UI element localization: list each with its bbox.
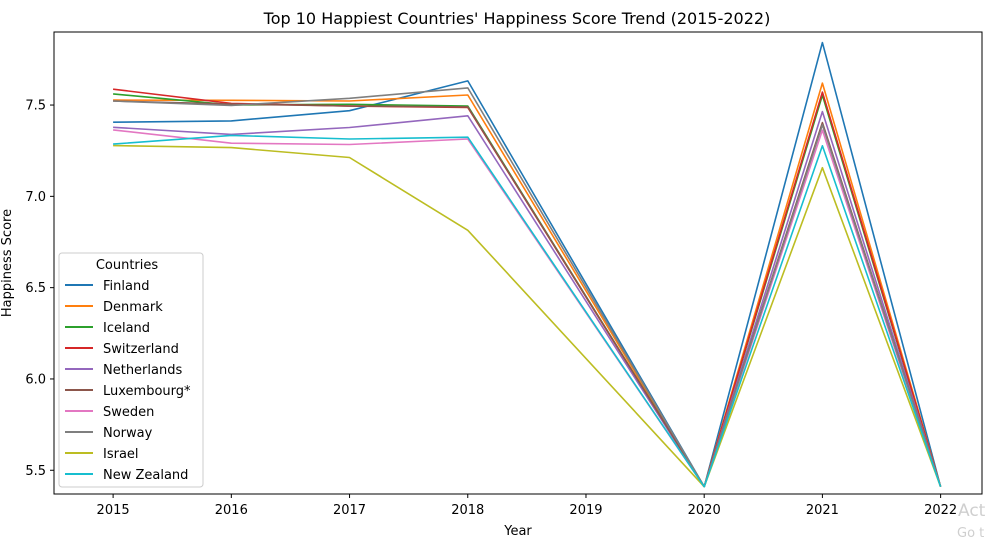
series-line-1 xyxy=(113,82,942,488)
x-tick-label: 2016 xyxy=(215,503,248,518)
x-tick-label: 2015 xyxy=(97,503,130,518)
y-axis: 5.5 6.0 6.5 7.0 7.5 xyxy=(25,99,54,479)
watermark-line-2: Go t xyxy=(957,526,985,541)
plot-area xyxy=(113,41,942,488)
series-line-7 xyxy=(113,87,942,488)
series-line-0 xyxy=(113,41,942,488)
x-axis-label: Year xyxy=(503,524,532,539)
legend-entry: Iceland xyxy=(103,321,150,336)
y-tick-label: 7.0 xyxy=(25,190,46,205)
legend-entry: Finland xyxy=(103,279,149,294)
series-line-9 xyxy=(113,134,942,488)
y-tick-label: 6.0 xyxy=(25,372,46,387)
watermark-line-1: Act xyxy=(958,501,986,521)
legend-entry: Switzerland xyxy=(103,342,179,357)
x-tick-label: 2018 xyxy=(451,503,484,518)
legend-entry: New Zealand xyxy=(103,468,188,483)
y-tick-label: 6.5 xyxy=(25,281,46,296)
legend-entry: Netherlands xyxy=(103,363,182,378)
legend-entry: Sweden xyxy=(103,405,154,420)
y-tick-label: 5.5 xyxy=(25,464,46,479)
legend: Countries Finland Denmark Iceland Switzerlan… xyxy=(58,252,204,488)
y-tick-label: 7.5 xyxy=(25,99,46,114)
y-axis-label: Happiness Score xyxy=(0,209,15,317)
series-line-2 xyxy=(113,93,942,488)
legend-box xyxy=(58,252,204,488)
legend-entry: Norway xyxy=(103,426,153,441)
plot-frame xyxy=(53,31,983,495)
x-axis: 2015 2016 2017 2018 2019 2020 2021 2022 xyxy=(97,494,957,518)
legend-title: Countries xyxy=(96,258,159,273)
legend-entry: Luxembourg* xyxy=(103,384,191,399)
legend-entry: Denmark xyxy=(103,300,163,315)
series-line-5 xyxy=(113,100,942,488)
chart-title: Top 10 Happiest Countries' Happiness Sco… xyxy=(263,9,771,28)
series-line-4 xyxy=(113,110,942,488)
series-line-6 xyxy=(113,129,942,488)
x-tick-label: 2020 xyxy=(688,503,721,518)
x-tick-label: 2021 xyxy=(806,503,839,518)
legend-entry: Israel xyxy=(103,447,139,462)
x-tick-label: 2022 xyxy=(924,503,957,518)
x-tick-label: 2017 xyxy=(333,503,366,518)
series-line-8 xyxy=(113,144,942,488)
x-tick-label: 2019 xyxy=(569,503,602,518)
